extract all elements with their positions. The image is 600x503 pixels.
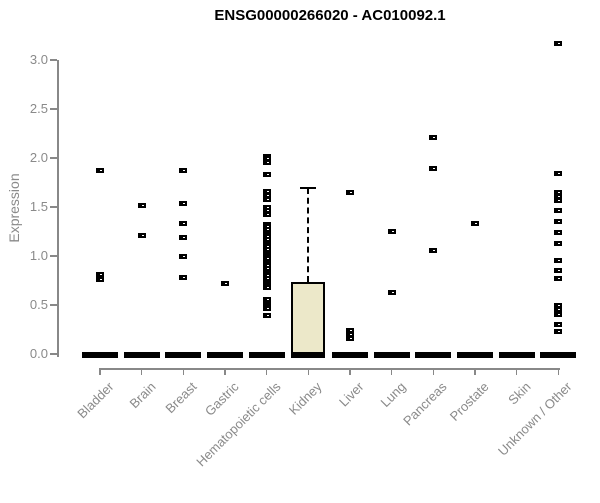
data-point	[556, 171, 563, 177]
zero-bar	[248, 352, 285, 358]
x-axis-tick	[224, 368, 226, 375]
data-point	[264, 284, 271, 290]
data-point	[556, 240, 563, 246]
x-axis-tick	[265, 368, 268, 375]
x-axis-tick	[390, 368, 393, 375]
data-point	[556, 40, 563, 46]
data-point	[264, 212, 271, 218]
data-point	[264, 172, 271, 178]
data-point	[556, 328, 563, 334]
chart-title: ENSG00000266020 - AC010092.1	[214, 7, 446, 24]
zero-bar	[415, 352, 452, 358]
data-point	[556, 312, 563, 318]
data-point	[556, 322, 563, 328]
zero-bar	[498, 352, 535, 358]
y-axis-tick	[50, 304, 57, 306]
data-point	[556, 307, 563, 313]
x-axis-tick	[557, 368, 560, 375]
x-axis-tick	[307, 368, 310, 375]
box	[291, 282, 326, 358]
data-point	[264, 296, 271, 302]
y-tick-label: 0.5	[29, 297, 48, 312]
data-point	[348, 335, 355, 341]
data-point	[98, 277, 104, 283]
data-point	[264, 196, 271, 202]
data-point	[181, 234, 188, 240]
data-point	[98, 168, 104, 174]
y-axis-tick	[50, 206, 57, 208]
data-point	[223, 280, 229, 286]
y-axis-line	[57, 60, 59, 357]
x-axis-tick	[349, 368, 351, 375]
zero-bar	[457, 352, 494, 358]
x-axis-tick	[99, 368, 101, 375]
data-point	[431, 166, 438, 172]
x-axis-tick	[140, 368, 143, 375]
data-point	[98, 272, 104, 278]
data-point	[139, 202, 146, 208]
data-point	[181, 275, 188, 281]
zero-bar	[332, 352, 369, 358]
data-point	[181, 221, 188, 227]
data-point	[264, 306, 271, 312]
y-axis-tick	[50, 255, 57, 257]
y-axis-tick	[50, 108, 57, 110]
x-axis-tick	[515, 368, 518, 375]
data-point	[181, 200, 188, 206]
zero-bar	[373, 352, 410, 358]
data-point	[348, 189, 355, 195]
data-point	[264, 160, 271, 166]
whisker-cap	[300, 186, 317, 189]
y-tick-label: 1.5	[29, 199, 48, 214]
y-axis-tick	[50, 353, 57, 355]
data-point	[473, 221, 480, 227]
data-point	[431, 134, 438, 140]
data-point	[556, 268, 563, 274]
data-point	[389, 289, 396, 295]
zero-bar	[165, 352, 202, 358]
data-point	[181, 254, 188, 260]
zero-bar	[207, 352, 243, 358]
data-point	[264, 313, 271, 319]
x-axis-tick	[182, 368, 185, 375]
zero-bar	[540, 352, 577, 358]
y-tick-label: 1.0	[29, 248, 48, 263]
data-point	[556, 197, 563, 203]
data-point	[556, 219, 563, 225]
data-point	[556, 276, 563, 282]
y-tick-label: 3.0	[29, 52, 48, 67]
data-point	[181, 168, 188, 174]
y-axis-tick	[50, 157, 57, 159]
y-tick-label: 2.5	[29, 101, 48, 116]
box-whisker	[307, 188, 310, 283]
x-axis-tick	[432, 368, 435, 375]
data-point	[556, 208, 563, 214]
data-point	[556, 258, 563, 264]
y-tick-label: 0.0	[29, 346, 48, 361]
data-point	[139, 232, 146, 238]
y-tick-label: 2.0	[29, 150, 48, 165]
zero-bar	[123, 352, 160, 358]
data-point	[389, 229, 396, 234]
x-axis-tick	[474, 368, 476, 375]
zero-bar	[82, 352, 118, 358]
data-point	[556, 229, 563, 235]
x-axis-line	[99, 368, 561, 370]
y-axis-tick	[50, 59, 57, 61]
data-point	[431, 247, 438, 253]
